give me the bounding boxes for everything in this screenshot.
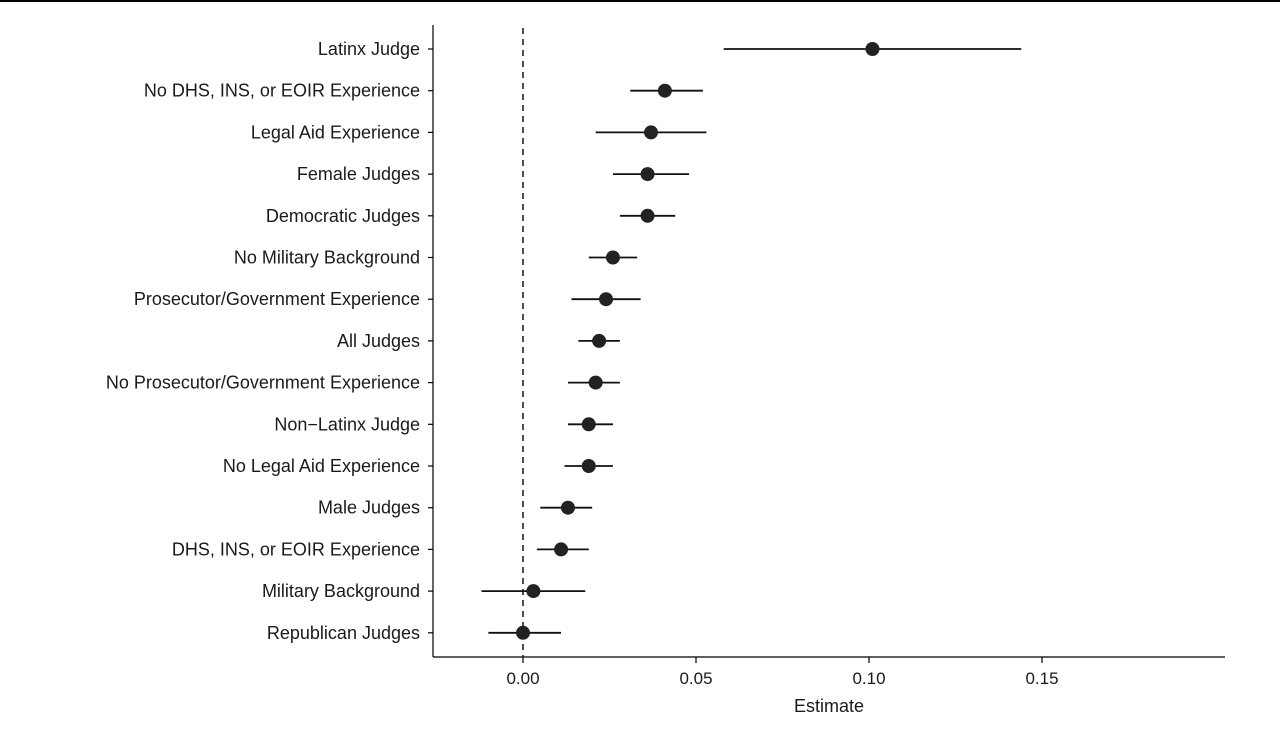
point-estimate (516, 625, 530, 640)
point-estimate (640, 208, 655, 223)
category-label: No Prosecutor/Government Experience (106, 373, 420, 393)
category-label: Republican Judges (267, 623, 420, 643)
point-estimate (560, 500, 575, 515)
category-label: Non−Latinx Judge (274, 414, 420, 434)
category-label: Military Background (262, 581, 420, 601)
category-label: No Legal Aid Experience (223, 456, 420, 476)
point-estimate (581, 459, 596, 473)
category-label: DHS, INS, or EOIR Experience (172, 539, 420, 559)
category-label: Democratic Judges (266, 206, 420, 226)
point-estimate (588, 375, 603, 390)
category-label: Legal Aid Experience (251, 122, 420, 142)
point-estimate (640, 167, 655, 182)
category-label: No DHS, INS, or EOIR Experience (144, 81, 420, 101)
point-estimate (865, 42, 880, 56)
x-tick-label: 0.00 (506, 669, 539, 688)
category-label: Female Judges (297, 164, 420, 184)
category-label: No Military Background (234, 248, 420, 268)
category-label: Latinx Judge (318, 39, 420, 59)
point-estimate (592, 333, 607, 348)
axes (432, 25, 1225, 658)
x-tick-label: 0.15 (1025, 669, 1058, 688)
point-estimate (644, 125, 659, 140)
x-tick-label: 0.05 (679, 669, 712, 688)
point-estimate (657, 83, 672, 98)
category-label: All Judges (337, 331, 420, 351)
top-rule (0, 0, 1280, 2)
point-estimate (599, 292, 614, 307)
point-estimate (554, 542, 569, 557)
x-axis-ticks: 0.00 0.05 0.10 0.15 (506, 657, 1059, 688)
point-estimate (581, 417, 596, 432)
point-estimate (605, 250, 620, 265)
category-label: Male Judges (318, 498, 420, 518)
category-label: Prosecutor/Government Experience (134, 289, 420, 309)
point-estimate (526, 584, 541, 599)
x-tick-label: 0.10 (852, 669, 885, 688)
estimate-marks (481, 42, 1022, 640)
x-axis-title: Estimate (794, 696, 864, 716)
y-axis-category-labels: Latinx Judge No DHS, INS, or EOIR Experie… (106, 39, 433, 643)
